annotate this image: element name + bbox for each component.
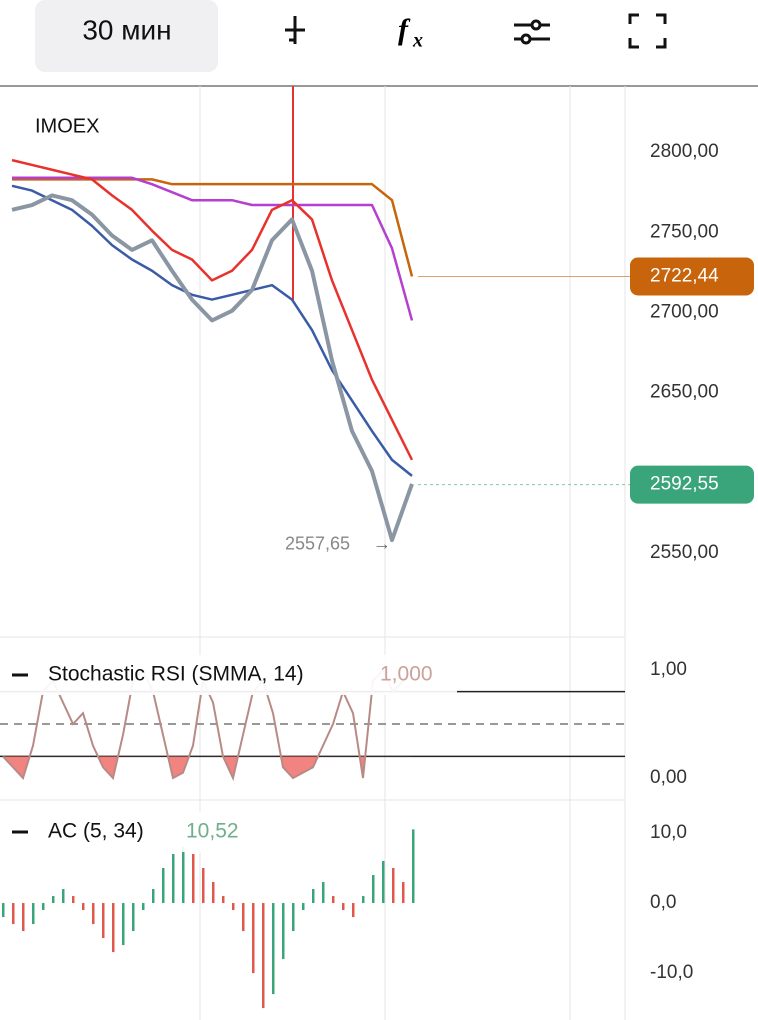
ac-bar — [92, 903, 95, 925]
ac-bar — [162, 868, 165, 904]
ac-bar — [312, 889, 315, 904]
low-label: 2557,65 — [285, 533, 350, 553]
ac-bar — [2, 903, 5, 918]
y-tick-label: 10,0 — [650, 822, 687, 843]
legend-value: 10,52 — [186, 820, 239, 843]
indicator-icon[interactable]: f — [398, 13, 411, 46]
draw-icon[interactable] — [285, 16, 305, 44]
ac-bar — [212, 882, 215, 904]
legend-title: Stochastic RSI (SMMA, 14) — [48, 663, 304, 686]
ac-bar — [252, 903, 255, 974]
ac-bar — [152, 889, 155, 904]
ac-bar — [182, 847, 185, 904]
interval-button[interactable] — [35, 0, 218, 72]
legend-toggle — [12, 830, 28, 834]
ac-bar — [172, 854, 175, 904]
interval-label[interactable]: 30 мин — [82, 14, 171, 45]
indicator-icon-sub[interactable]: x — [412, 30, 423, 52]
price-badge — [630, 465, 754, 504]
chart-title: IMOEX — [35, 115, 99, 137]
ac-bar — [292, 903, 295, 932]
ac-bar — [72, 896, 75, 904]
y-tick-label: 1,00 — [650, 659, 687, 680]
ac-bar — [192, 854, 195, 904]
ac-bar — [102, 903, 105, 939]
y-tick-label: 2700,00 — [650, 301, 719, 322]
price-line — [11, 193, 414, 543]
ac-bar — [352, 903, 355, 918]
ac-bar — [202, 868, 205, 904]
y-tick-label: 2750,00 — [650, 221, 719, 242]
ac-bar — [342, 903, 345, 911]
legend-value: 1,000 — [380, 663, 433, 686]
price-badge — [630, 257, 754, 296]
low-arrow: → — [373, 533, 391, 553]
ac-bar — [302, 903, 305, 911]
ac-bar — [402, 882, 405, 904]
ac-bar — [222, 896, 225, 904]
ac-bar — [232, 903, 235, 911]
legend-toggle — [12, 673, 28, 677]
y-tick-label: 2800,00 — [650, 141, 719, 162]
price-line — [11, 158, 414, 461]
ac-bar — [382, 861, 385, 904]
price-line — [12, 176, 414, 321]
v-grid — [0, 86, 626, 1020]
ac-bar — [52, 896, 55, 904]
settings-knob — [520, 33, 532, 45]
ac-bar — [362, 896, 365, 904]
ac-bar — [392, 868, 395, 904]
ac-bar — [272, 903, 275, 995]
y-tick-label: -10,0 — [650, 962, 693, 983]
ac-bar — [412, 829, 415, 904]
price-label: 2722,44 — [650, 265, 719, 286]
fullscreen-icon[interactable] — [628, 13, 667, 49]
ac-bar — [332, 896, 335, 904]
ac-bar — [42, 903, 45, 911]
ac-bar — [322, 882, 325, 904]
ac-bar — [22, 903, 25, 932]
ac-bar — [132, 903, 135, 932]
legend-box — [0, 655, 457, 695]
ac-bar — [282, 903, 285, 960]
y-tick-label: 0,0 — [650, 892, 676, 913]
ac-bar — [82, 903, 85, 911]
legend-box — [0, 812, 273, 852]
legend-title: AC (5, 34) — [48, 820, 144, 843]
ac-bar — [242, 903, 245, 932]
ac-bar — [112, 903, 115, 953]
price-label: 2592,55 — [650, 474, 719, 495]
y-tick-label: 0,00 — [650, 767, 687, 788]
ac-bar — [12, 903, 15, 925]
toolbar-icons[interactable] — [285, 13, 667, 49]
price-line — [12, 178, 414, 277]
ac-bar — [142, 903, 145, 911]
ac-bar — [262, 903, 265, 1009]
ac-bar — [372, 875, 375, 904]
ac-bar — [32, 903, 35, 925]
price-line — [11, 184, 413, 477]
ac-bar — [122, 903, 125, 946]
ac-bar — [62, 889, 65, 904]
y-tick-label: 2650,00 — [650, 382, 719, 403]
settings-knob — [530, 19, 542, 31]
y-tick-label: 2550,00 — [650, 542, 719, 563]
